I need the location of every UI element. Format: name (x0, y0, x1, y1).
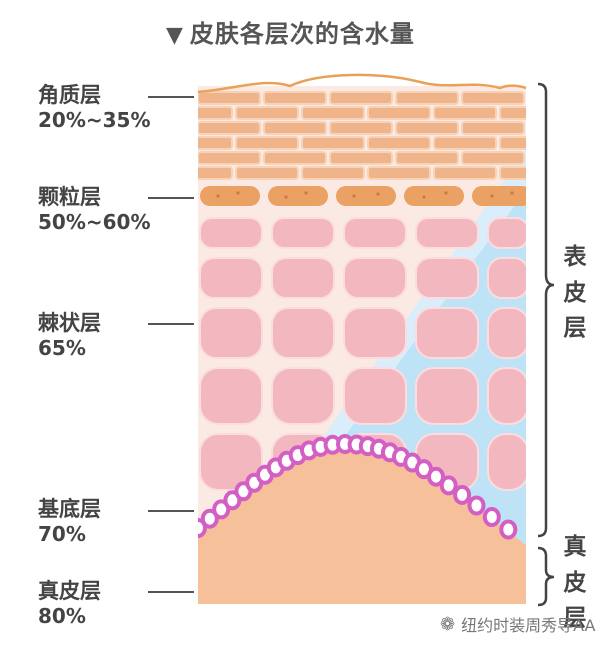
side-char: 真 (563, 534, 587, 560)
label-dermis: 真皮层 80% (38, 578, 101, 629)
layer-name: 棘状层 (38, 311, 101, 335)
side-char: 层 (563, 315, 587, 342)
side-char: 层 (563, 605, 587, 632)
side-char: 皮 (563, 279, 587, 306)
diagram-title: ▼ 皮肤各层次的含水量 (166, 14, 415, 49)
basal-cell (439, 475, 458, 496)
basal-cell (467, 495, 486, 516)
layer-name: 角质层 (38, 83, 101, 107)
layer-name: 基底层 (38, 497, 101, 521)
layer-water: 50%~60% (38, 210, 151, 235)
basal-cell (427, 466, 445, 487)
side-char: 表 (563, 244, 587, 270)
triangle-down-icon: ▼ (166, 23, 184, 48)
layer-water: 65% (38, 336, 86, 361)
skin-surface-line (197, 73, 527, 94)
epidermis-label: 表 皮 层 (560, 240, 590, 347)
layer-name: 真皮层 (38, 579, 101, 603)
basal-cell (200, 508, 219, 529)
leader-line (148, 591, 194, 593)
dermis-label: 真 皮 层 (560, 530, 590, 637)
leader-line (148, 96, 194, 98)
layer-water: 70% (38, 522, 86, 547)
basal-cell (453, 484, 472, 505)
leader-line (148, 510, 194, 512)
dermis-brace (537, 546, 555, 607)
label-stratum-basale: 基底层 70% (38, 496, 101, 547)
epidermis-brace (537, 82, 555, 538)
stratum-granulosum-cells (200, 186, 526, 206)
layer-water: 80% (38, 604, 86, 629)
title-text: 皮肤各层次的含水量 (189, 20, 415, 48)
layer-name: 颗粒层 (38, 185, 101, 209)
stratum-corneum-bricks (198, 91, 526, 180)
watermark-text: 纽约时装周秀导AA (461, 616, 596, 635)
leader-line (148, 323, 194, 325)
label-stratum-granulosum: 颗粒层 50%~60% (38, 184, 151, 235)
leader-line (148, 197, 194, 199)
side-char: 皮 (563, 569, 587, 596)
label-stratum-spinosum: 棘状层 65% (38, 310, 101, 361)
layer-water: 20%~35% (38, 108, 151, 133)
basal-cell (482, 507, 501, 527)
label-stratum-corneum: 角质层 20%~35% (38, 82, 151, 133)
watermark: ❁ 纽约时装周秀导AA (440, 612, 595, 636)
wechat-icon: ❁ (440, 613, 456, 635)
stratum-basale-cells (198, 434, 518, 540)
basal-cell (499, 519, 518, 540)
